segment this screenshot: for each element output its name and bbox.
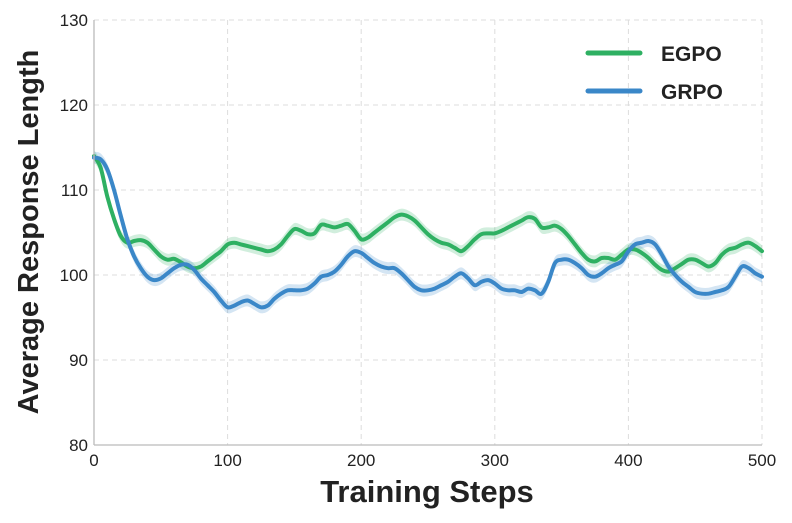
x-tick-label: 400	[614, 451, 642, 470]
egpo-line	[92, 154, 764, 274]
series-lines	[92, 154, 764, 310]
legend: EGPO GRPO	[585, 43, 723, 104]
x-tick-label: 0	[89, 451, 98, 470]
x-tick-label: 200	[347, 451, 375, 470]
y-tick-label: 90	[69, 351, 88, 370]
egpo-legend-label: EGPO	[661, 43, 722, 66]
x-tick-label: 100	[213, 451, 241, 470]
y-axis-title: Average Response Length	[13, 50, 45, 415]
grpo-band	[94, 151, 762, 314]
egpo-band	[94, 150, 762, 278]
tick-labels: 0 100 200 300 400 500 80 90 100 110 120 130	[60, 11, 777, 470]
x-axis-title: Training Steps	[320, 474, 534, 509]
y-tick-label: 80	[69, 436, 88, 455]
y-tick-label: 130	[60, 11, 88, 30]
grpo-line	[92, 155, 764, 310]
axes	[93, 20, 762, 446]
grpo-legend-label: GRPO	[661, 81, 723, 104]
confidence-bands	[94, 150, 762, 314]
y-tick-label: 110	[61, 181, 88, 200]
x-tick-label: 500	[748, 451, 776, 470]
grid-lines	[94, 19, 763, 445]
x-tick-label: 300	[481, 451, 509, 470]
y-tick-label: 100	[60, 266, 88, 285]
y-tick-label: 120	[60, 96, 88, 115]
